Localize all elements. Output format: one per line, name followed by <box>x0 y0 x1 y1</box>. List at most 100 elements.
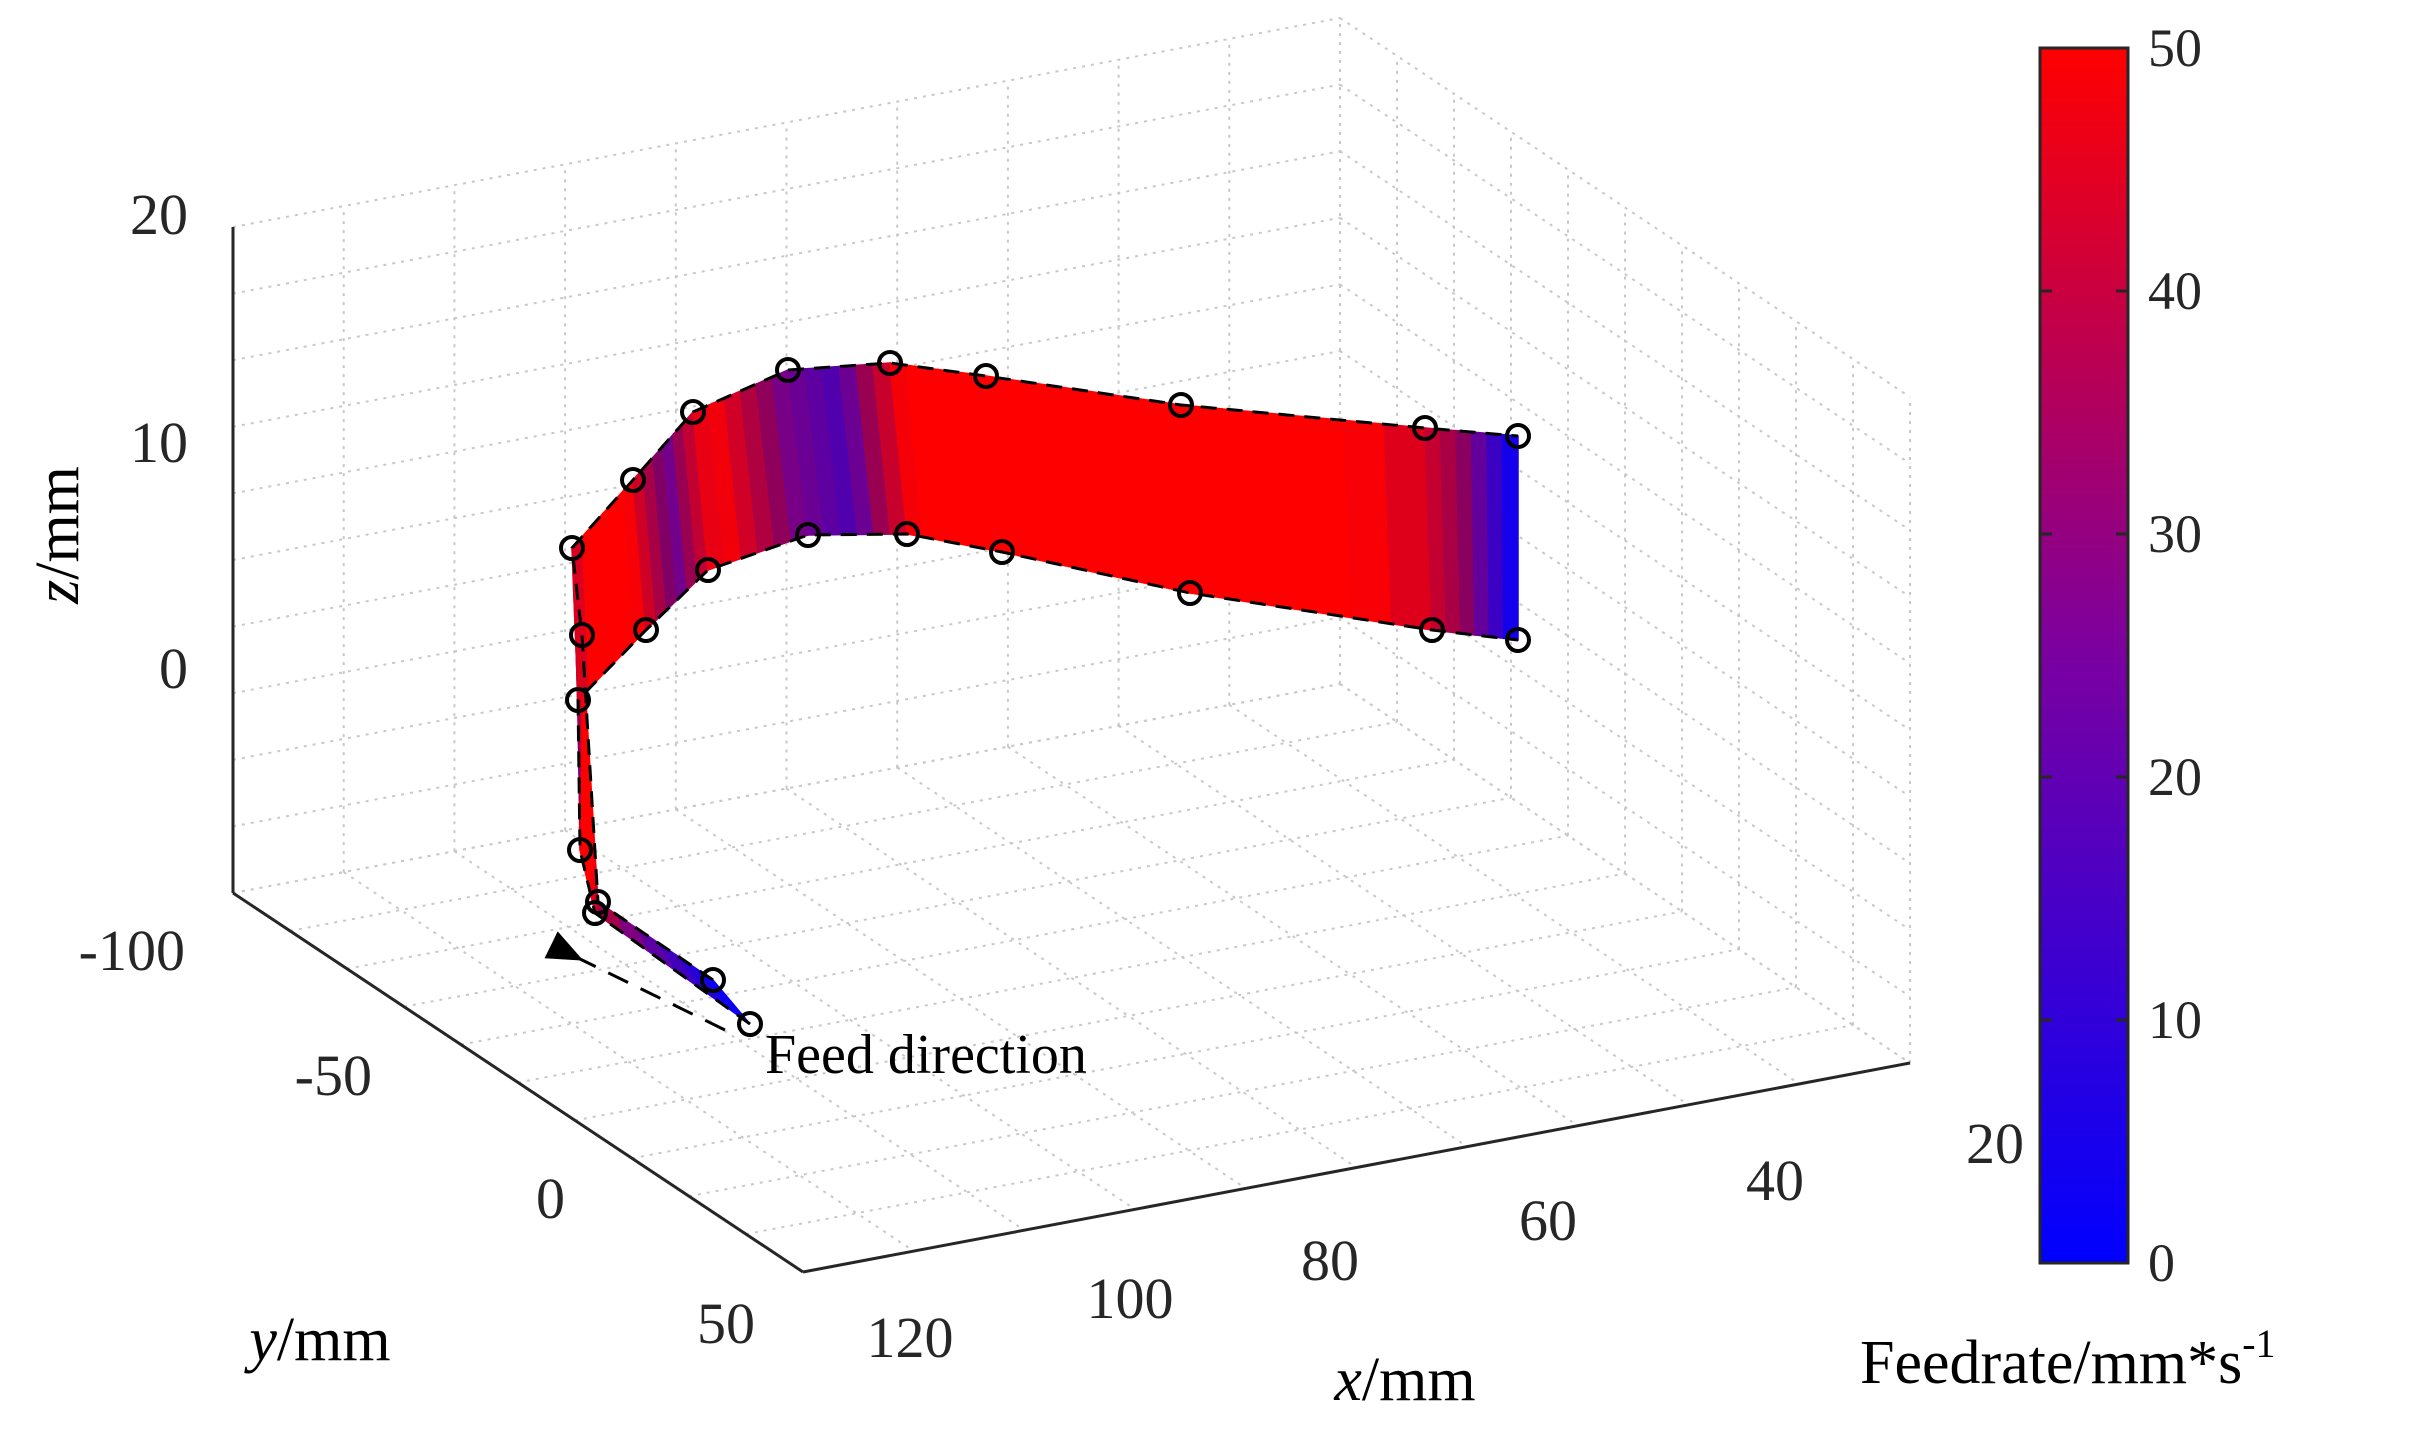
grid-line <box>745 1024 1854 1236</box>
feed-direction-arrow <box>544 931 726 1032</box>
y-axis-line <box>232 891 804 1274</box>
colorbar: 0 10 20 30 40 50 Feedrate/mm*s-1 <box>1860 18 2276 1397</box>
path-point-marker <box>680 399 706 425</box>
colorbar-tick-label: 30 <box>2148 504 2202 564</box>
grid-line <box>232 17 1341 228</box>
path-point-marker <box>737 1011 763 1037</box>
grid-line <box>1339 17 1911 398</box>
path-point-marker <box>565 687 591 713</box>
colorbar-tick-label: 50 <box>2148 18 2202 78</box>
x-axis-unit: /mm <box>1362 1346 1476 1414</box>
path-point-marker <box>585 889 611 915</box>
path-point-marker <box>1412 415 1438 441</box>
grid-line <box>232 283 1341 495</box>
grid-line <box>1339 549 1911 931</box>
grid-line <box>631 948 1740 1160</box>
grid-line <box>289 720 1398 932</box>
grid-line <box>343 871 915 1252</box>
x-tick-label: 20 <box>1966 1111 2024 1176</box>
grid-line <box>1339 150 1911 532</box>
colorbar-ticks: 0 10 20 30 40 50 <box>2040 18 2202 1293</box>
z-tick-label: 10 <box>130 410 188 475</box>
path-point-marker <box>989 539 1015 565</box>
grid-line <box>232 616 1341 828</box>
grid-line <box>1339 350 1911 731</box>
colorbar-gradient <box>2038 46 2130 1265</box>
grid-line <box>403 796 1512 1008</box>
y-axis-var: y <box>243 1306 277 1374</box>
z-axis-unit: /mm <box>24 466 92 580</box>
x-tick-label: 60 <box>1519 1188 1577 1253</box>
path-point-marker <box>973 363 999 389</box>
colorbar-label-exponent: -1 <box>2242 1321 2275 1366</box>
ribbon-segment <box>1501 433 1519 641</box>
z-tick-label: 0 <box>159 636 188 701</box>
grid-line <box>1007 745 1579 1127</box>
grid-line <box>564 829 1136 1211</box>
grid-line <box>1339 416 1911 798</box>
grid-line <box>574 910 1683 1122</box>
z-axis-label: z/mm <box>24 466 92 605</box>
grid-line <box>517 872 1626 1084</box>
colorbar-tick-label: 20 <box>2148 747 2202 807</box>
path-point-marker <box>695 557 721 583</box>
x-tick-label: 80 <box>1301 1228 1359 1293</box>
grid-line <box>232 683 1341 894</box>
path-point-marker <box>569 622 595 648</box>
colorbar-tick-label: 40 <box>2148 261 2202 321</box>
y-tick-label: -50 <box>295 1043 372 1108</box>
colorbar-tick-label: 10 <box>2148 990 2202 1050</box>
ribbon-segment <box>1383 423 1433 631</box>
axis-lines <box>231 227 1911 1274</box>
feed-direction-label: Feed direction <box>765 1024 1087 1086</box>
path-point-marker <box>567 837 593 863</box>
toolpath-ribbon <box>559 350 1531 1037</box>
colorbar-label: Feedrate/mm*s-1 <box>1860 1321 2276 1397</box>
path-point-marker <box>700 967 726 993</box>
grid-line <box>1228 704 1800 1085</box>
path-point-marker <box>1419 617 1445 643</box>
y-tick-label: 0 <box>536 1166 565 1231</box>
ribbon-segment <box>1342 419 1393 625</box>
path-point-marker <box>1505 627 1531 653</box>
path-point-marker <box>1177 580 1203 606</box>
colorbar-tick-label: 0 <box>2148 1233 2175 1293</box>
x-axis-label: x/mm <box>1333 1346 1475 1414</box>
feed-direction-annotation: Feed direction <box>544 931 1087 1086</box>
grid-line <box>688 986 1797 1198</box>
path-point-marker <box>775 357 801 383</box>
path-point-marker <box>1168 392 1194 418</box>
grid-line <box>1339 216 1911 598</box>
x-axis-var: x <box>1333 1346 1362 1414</box>
y-tick-label: -100 <box>79 918 185 983</box>
grid-line <box>896 766 1468 1148</box>
grid-line <box>232 83 1341 295</box>
grid-line <box>1118 724 1690 1106</box>
colorbar-label-text: Feedrate/mm*s <box>1860 1329 2242 1397</box>
x-axis-line <box>802 1061 1911 1274</box>
path-point-marker <box>620 467 646 493</box>
path-point-marker <box>877 350 903 376</box>
path-point-marker <box>582 900 608 926</box>
x-tick-label: 120 <box>867 1305 954 1370</box>
x-ticks: 120 100 80 60 40 20 <box>867 1111 2025 1370</box>
grid-line <box>346 758 1455 970</box>
ribbon-segment <box>674 953 725 1007</box>
path-point-marker <box>633 617 659 643</box>
grid-line <box>1339 616 1911 998</box>
y-ticks: -100 -50 0 50 <box>79 918 755 1356</box>
path-point-marker <box>795 522 821 548</box>
grid-line <box>785 787 1358 1169</box>
z-axis-var: z <box>24 580 92 605</box>
grid-line <box>1339 83 1911 465</box>
path-point-marker <box>559 535 585 561</box>
y-axis-unit: /mm <box>277 1306 391 1374</box>
path-point-marker <box>1505 423 1531 449</box>
y-axis-label: y/mm <box>243 1306 390 1374</box>
y-tick-label: 50 <box>697 1291 755 1356</box>
z-tick-label: 20 <box>130 182 188 247</box>
ribbon-segment <box>1486 432 1505 640</box>
z-ticks: 20 10 0 <box>130 182 188 701</box>
grid-line <box>1339 283 1911 665</box>
